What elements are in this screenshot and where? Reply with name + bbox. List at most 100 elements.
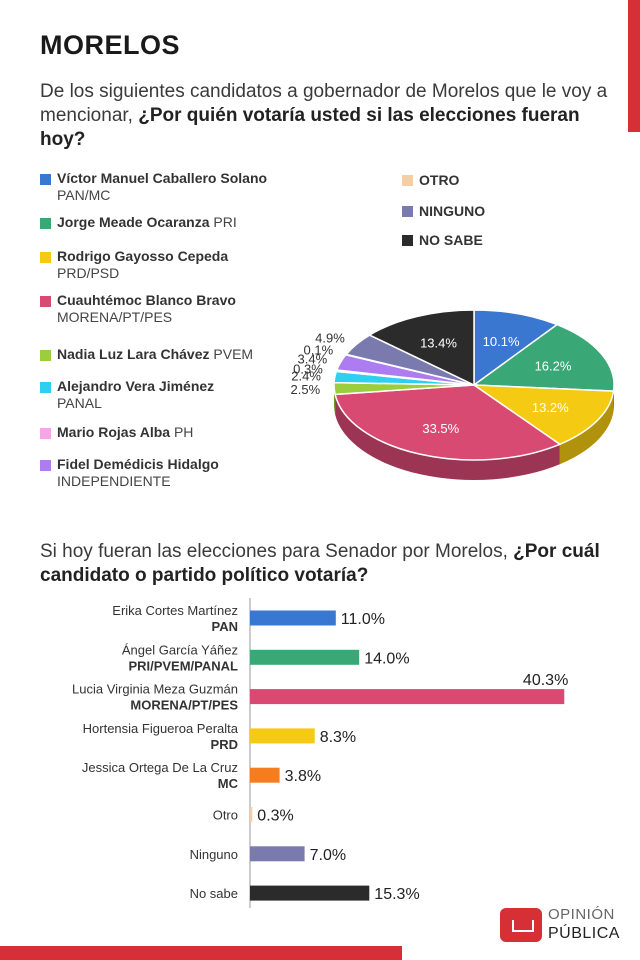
legend-item: Rodrigo Gayosso Cepeda PRD/PSD [40,248,228,282]
legend-candidate-party: PRI [213,214,237,230]
logo-line1: OPINIÓN [548,906,615,923]
pie-value-label: 3.4% [298,352,328,367]
legend-candidate-party: MORENA/PT/PES [57,309,173,325]
legend-item: Alejandro Vera Jiménez PANAL [40,378,214,412]
pie-value-label: 33.5% [422,421,459,436]
question-senator: Si hoy fueran las elecciones para Senado… [40,540,610,588]
legend-candidate-name: Nadia Luz Lara Chávez [57,346,210,362]
pie-slice [367,309,475,387]
legend-item: NO SABE [402,232,483,248]
question-governor-intro: De los siguientes candidatos a gobernado… [40,81,608,126]
legend-candidate-name: Mario Rojas Alba [57,424,171,440]
pie-value-label: 2.5% [291,382,321,397]
legend-candidate-party: PRD/PSD [57,265,120,281]
bar-value-label: 15.3% [374,886,419,903]
bar-category-party: PAN [212,619,238,634]
page-title: MORELOS [40,30,181,60]
legend-swatch [40,460,51,471]
red-accent-bar-top [628,0,640,132]
bar [250,689,565,705]
legend-item: Jorge Meade Ocaranza PRI [40,214,237,231]
bar-category-label: Erika Cortes Martínez [112,603,238,618]
bar-category-party: PRD [211,737,238,752]
legend-item: Mario Rojas Alba PH [40,424,193,441]
legend-candidate-party: PANAL [57,395,102,411]
legend-candidate-party: INDEPENDIENTE [57,473,171,489]
question-senator-bold: ¿Por cuál candidato o partido político v… [40,541,600,586]
bar-category-party: PRI/PVEM/PANAL [128,658,238,673]
legend-label: OTRO [419,172,460,188]
legend-candidate-party: PAN/MC [57,187,111,203]
legend-candidate-name: Víctor Manuel Caballero Solano [57,170,268,186]
legend-item: Cuauhtémoc Blanco Bravo MORENA/PT/PES [40,292,236,326]
legend-swatch [40,218,51,229]
legend-candidate-name: Fidel Demédicis Hidalgo [57,456,219,472]
opinion-publica-logo: OPINIÓN PÚBLICA [500,906,630,946]
pie-slice [471,323,615,392]
legend-label: NINGUNO [419,203,486,219]
pie-slice [473,309,559,387]
legend-swatch [40,174,51,185]
legend-candidate-name: Rodrigo Gayosso Cepeda [57,248,229,264]
governor-pie-chart: 10.1% 16.2% 13.2% 33.5% 2.5%2.4%0.3%3.4%0.1%… [291,309,615,480]
legend-candidate-name: Alejandro Vera Jiménez [57,378,215,394]
pie-value-label: 16.2% [535,359,572,374]
legend-item: OTRO [402,172,459,188]
legend-candidate-name: Cuauhtémoc Blanco Bravo [57,292,236,308]
legend-candidate-party: PVEM [213,346,254,362]
pie-slice-side [559,391,614,465]
pie-value-label: 0.1% [304,343,334,358]
bar [250,767,280,783]
bar-category-party: MORENA/PT/PES [130,698,238,713]
legend-candidate-party: PH [173,424,194,440]
pie-value-label: 10.1% [483,334,520,349]
bar [250,846,305,862]
bar-value-label: 11.0% [341,611,385,628]
legend-item: Nadia Luz Lara Chávez PVEM [40,346,253,363]
pie-value-label: 0.3% [293,361,323,376]
legend-swatch [40,382,51,393]
legend-label: NO SABE [419,232,483,248]
pie-value-label: 2.4% [291,369,321,384]
pie-value-label: 13.2% [532,400,569,415]
bar-category-label: No sabe [190,886,238,901]
logo-line2: PÚBLICA [548,925,620,942]
bar [250,728,315,744]
bar-value-label: 14.0% [364,650,409,667]
legend-item: Fidel Demédicis Hidalgo INDEPENDIENTE [40,456,219,490]
bar-value-label: 40.3% [523,672,568,689]
bar [250,610,336,626]
bar-category-label: Otro [213,808,238,823]
bar [250,807,253,822]
legend-swatch [402,206,413,217]
speech-bubble-icon [500,908,542,942]
bar-value-label: 8.3% [320,729,356,746]
legend-item: NINGUNO [402,203,485,219]
pie-slice [471,384,615,446]
legend-item: Víctor Manuel Caballero Solano PAN/MC [40,170,267,204]
legend-swatch [40,296,51,307]
bar-value-label: 0.3% [257,808,293,825]
bar [250,885,370,901]
legend-swatch [402,235,413,246]
bar-category-party: MC [218,776,239,791]
legend-swatch [402,175,413,186]
question-senator-intro: Si hoy fueran las elecciones para Senado… [40,541,514,562]
bar-value-label: 7.0% [310,847,346,864]
pie-value-label: 4.9% [315,331,345,346]
legend-candidate-name: Jorge Meade Ocaranza [57,214,210,230]
bar-category-label: Ángel García Yáñez [122,642,238,657]
bar-value-label: 3.8% [285,768,321,785]
legend-swatch [40,350,51,361]
bar-category-label: Hortensia Figueroa Peralta [83,721,239,736]
legend-swatch [40,428,51,439]
pie-value-label: 13.4% [420,336,457,351]
legend-swatch [40,252,51,263]
bar-category-label: Jessica Ortega De La Cruz [82,760,238,775]
red-accent-bar-bottom [0,946,402,960]
bar-category-label: Lucia Virginia Meza Guzmán [72,682,238,697]
question-governor: De los siguientes candidatos a gobernado… [40,80,610,152]
bar [250,649,360,665]
pie-slice [334,384,562,461]
